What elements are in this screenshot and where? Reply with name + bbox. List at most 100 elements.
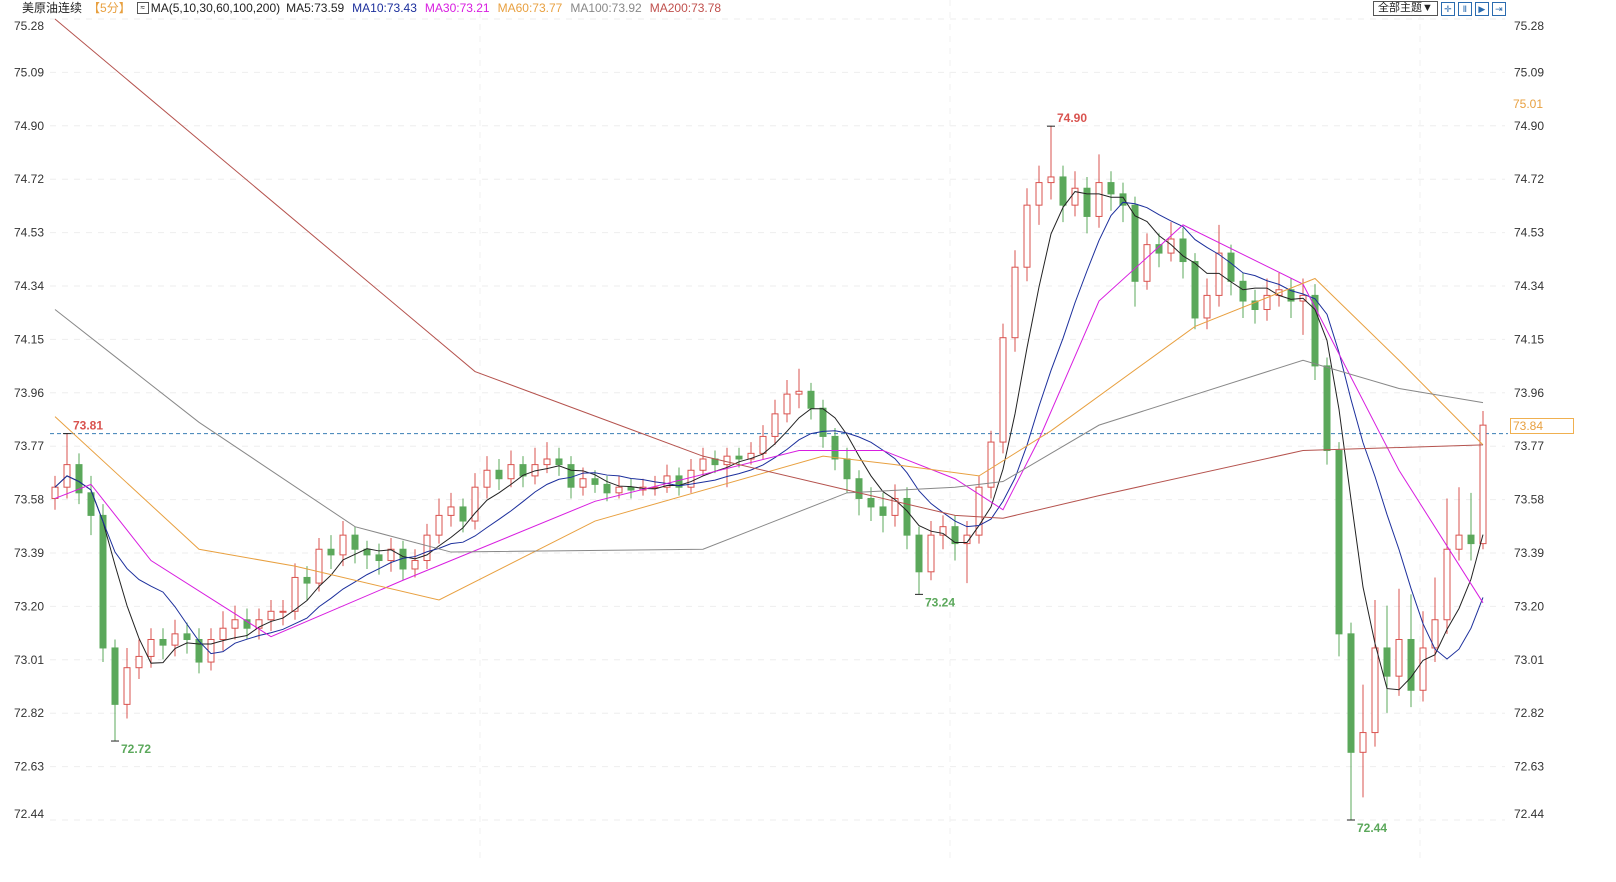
candle-down <box>1191 261 1199 319</box>
candle-up <box>171 633 179 646</box>
candle-up <box>771 413 779 437</box>
ma30-line <box>54 224 1484 638</box>
candle-down <box>1107 182 1115 195</box>
ma60-line <box>54 277 1484 601</box>
candle-down <box>1119 193 1127 206</box>
y-tick-label-left: 74.15 <box>14 332 44 346</box>
extreme-label: 73.81 <box>73 419 103 433</box>
candle-up <box>1443 548 1451 621</box>
candle-down <box>843 458 851 480</box>
y-tick-label-left: 74.72 <box>14 172 44 186</box>
candle-down <box>735 455 743 460</box>
candle-up <box>435 514 443 536</box>
extreme-label: 73.24 <box>925 595 955 609</box>
y-tick-label-right: 74.53 <box>1514 226 1544 240</box>
y-tick-label-left: 74.53 <box>14 226 44 240</box>
candle-up <box>1095 182 1103 217</box>
candle-up <box>1023 204 1031 268</box>
candle-up <box>1167 238 1175 254</box>
y-tick-label-right: 74.34 <box>1514 279 1544 293</box>
scroll-end-icon[interactable]: ⇥ <box>1491 1 1506 16</box>
y-tick-label-right: 73.01 <box>1514 653 1544 667</box>
y-tick-label-left: 73.77 <box>14 439 44 453</box>
extreme-label: 74.90 <box>1057 111 1087 125</box>
candle-down <box>567 464 575 488</box>
candle-down <box>87 492 95 516</box>
candle-up <box>135 655 143 669</box>
candle-up <box>1395 638 1403 677</box>
candle-down <box>459 506 467 522</box>
ma-params: MA(5,10,30,60,100,200) <box>150 1 281 15</box>
candle-down <box>831 435 839 460</box>
candle-up <box>123 667 131 705</box>
ma-value-2: MA30:73.21 <box>424 1 490 15</box>
candle-down <box>1347 633 1355 753</box>
candle-up <box>687 469 695 488</box>
candle-down <box>1467 534 1475 545</box>
zoom-range-icon[interactable]: Ⅱ <box>1457 1 1472 16</box>
candle-up <box>1011 266 1019 339</box>
annotations: 73.81 74.90 72.72 73.24 72.44 <box>63 111 1387 835</box>
candle-down <box>1335 450 1343 635</box>
candle-up <box>1035 182 1043 206</box>
extreme-label: 72.72 <box>121 742 151 756</box>
y-tick-label-left: 73.39 <box>14 546 44 560</box>
last-price-label: 73.84 <box>1510 418 1574 434</box>
y-tick-label-left: 75.09 <box>14 65 44 79</box>
chart-header: 美原油连续 【5分】 ≈ MA(5,10,30,60,100,200) MA5:… <box>22 1 721 15</box>
y-tick-label-right: 73.96 <box>1514 386 1544 400</box>
candle-down <box>159 638 167 646</box>
theme-dropdown[interactable]: 全部主题▼ <box>1373 1 1438 16</box>
candle-up <box>891 497 899 516</box>
ma-value-4: MA100:73.92 <box>570 1 642 15</box>
candle-up <box>267 610 275 621</box>
y-tick-label-right: 74.15 <box>1514 332 1544 346</box>
grid <box>50 0 1505 860</box>
candle-down <box>75 464 83 494</box>
y-tick-label-left: 72.44 <box>14 807 44 821</box>
chart-toolbar: 全部主题▼ ✛ Ⅱ ▶ ⇥ <box>1373 1 1506 16</box>
candle-down <box>195 638 203 663</box>
candle-down <box>591 478 599 485</box>
candle-up <box>219 627 227 640</box>
y-tick-label-right: 73.58 <box>1514 493 1544 507</box>
candle-up <box>999 337 1007 443</box>
y-tick-label-right: 73.39 <box>1514 546 1544 560</box>
candle-down <box>1227 252 1235 282</box>
candle-up <box>1359 732 1367 753</box>
candle-up <box>1215 252 1223 296</box>
candle-up <box>423 534 431 562</box>
candle-down <box>351 534 359 550</box>
candle-down <box>243 619 251 629</box>
ma-value-5: MA200:73.78 <box>649 1 722 15</box>
y-tick-label-right: 72.63 <box>1514 760 1544 774</box>
candle-up <box>51 486 59 499</box>
ma10-line <box>54 201 1484 660</box>
crosshair-icon[interactable]: ✛ <box>1440 1 1455 16</box>
candle-down <box>915 534 923 573</box>
period-label[interactable]: 【5分】 <box>88 1 131 15</box>
ma100-line <box>54 309 1484 553</box>
ma200-line <box>54 18 1484 519</box>
y-tick-label-left: 74.90 <box>14 119 44 133</box>
y-axis-left: 75.28 75.09 74.90 74.72 74.53 74.34 74.15 73.96… <box>14 19 44 821</box>
candle-up <box>1263 294 1271 311</box>
indicator-icon[interactable]: ≈ <box>136 2 149 14</box>
candle-down <box>99 514 107 649</box>
candle-up <box>291 576 299 612</box>
ma-value-1: MA10:73.43 <box>352 1 417 15</box>
y-tick-label-right: 75.09 <box>1514 65 1544 79</box>
play-icon[interactable]: ▶ <box>1474 1 1489 16</box>
candle-down <box>1083 187 1091 217</box>
candle-down <box>1287 289 1295 302</box>
y-tick-label-left: 75.28 <box>14 19 44 33</box>
candle-up <box>963 534 971 545</box>
moving-averages <box>54 18 1484 691</box>
candle-down <box>183 633 191 640</box>
candle-up <box>939 526 947 536</box>
candle-down <box>111 647 119 705</box>
y-tick-label-left: 74.34 <box>14 279 44 293</box>
candle-up <box>1143 244 1151 282</box>
candle-down <box>951 526 959 545</box>
